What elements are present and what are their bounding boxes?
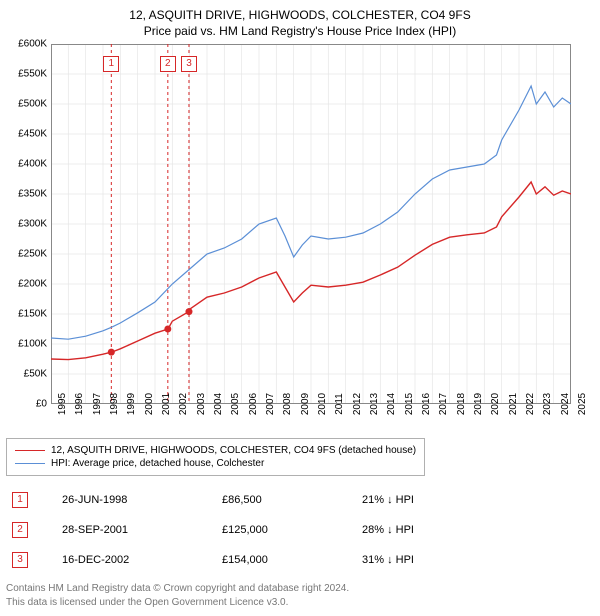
x-tick-label: 2008 <box>276 393 293 415</box>
x-tick-label: 1997 <box>86 393 103 415</box>
events-table: 1 26-JUN-1998£86,50021% ↓ HPI 2 28-SEP-2001… <box>6 484 594 576</box>
x-tick-label: 2000 <box>138 393 155 415</box>
x-tick-label: 2023 <box>536 393 553 415</box>
x-tick-label: 2016 <box>415 393 432 415</box>
x-tick-label: 2022 <box>519 393 536 415</box>
legend-swatch <box>15 463 45 464</box>
title-line-2: Price paid vs. HM Land Registry's House … <box>6 24 594 38</box>
attribution: Contains HM Land Registry data © Crown c… <box>6 582 594 610</box>
x-tick-label: 2002 <box>172 393 189 415</box>
x-tick-label: 2021 <box>502 393 519 415</box>
event-price: £86,500 <box>218 486 356 514</box>
y-tick-label: £600K <box>18 39 51 50</box>
event-delta: 21% ↓ HPI <box>358 486 592 514</box>
x-tick-label: 1996 <box>68 393 85 415</box>
y-tick-label: £0 <box>36 399 51 410</box>
attribution-line-1: Contains HM Land Registry data © Crown c… <box>6 582 594 596</box>
event-date: 16-DEC-2002 <box>58 546 216 574</box>
x-tick-label: 2015 <box>398 393 415 415</box>
sale-dot <box>164 326 171 333</box>
x-tick-label: 2012 <box>346 393 363 415</box>
x-tick-label: 2019 <box>467 393 484 415</box>
title-block: 12, ASQUITH DRIVE, HIGHWOODS, COLCHESTER… <box>6 8 594 38</box>
event-marker: 2 <box>160 56 176 72</box>
x-tick-label: 2014 <box>380 393 397 415</box>
event-row: 2 28-SEP-2001£125,00028% ↓ HPI <box>8 516 592 544</box>
x-tick-label: 2020 <box>484 393 501 415</box>
legend-label: HPI: Average price, detached house, Colc… <box>51 458 264 469</box>
x-tick-label: 2024 <box>554 393 571 415</box>
event-row: 3 16-DEC-2002£154,00031% ↓ HPI <box>8 546 592 574</box>
event-marker: 1 <box>103 56 119 72</box>
y-tick-label: £150K <box>18 309 51 320</box>
event-row: 1 26-JUN-1998£86,50021% ↓ HPI <box>8 486 592 514</box>
sale-dot <box>108 349 115 356</box>
x-tick-label: 2004 <box>207 393 224 415</box>
event-price: £154,000 <box>218 546 356 574</box>
event-delta: 28% ↓ HPI <box>358 516 592 544</box>
sale-dot <box>185 308 192 315</box>
x-tick-label: 2006 <box>242 393 259 415</box>
x-tick-label: 2007 <box>259 393 276 415</box>
y-tick-label: £450K <box>18 129 51 140</box>
x-tick-label: 1999 <box>120 393 137 415</box>
legend-row: HPI: Average price, detached house, Colc… <box>15 458 416 469</box>
y-tick-label: £50K <box>24 369 51 380</box>
chart-area: £0£50K£100K£150K£200K£250K£300K£350K£400… <box>51 44 571 404</box>
x-tick-label: 2011 <box>328 393 345 415</box>
attribution-line-2: This data is licensed under the Open Gov… <box>6 596 594 610</box>
legend-swatch <box>15 450 45 451</box>
x-tick-label: 2018 <box>450 393 467 415</box>
event-num: 1 <box>12 492 28 508</box>
x-tick-label: 2003 <box>190 393 207 415</box>
x-tick-label: 2005 <box>224 393 241 415</box>
legend-row: 12, ASQUITH DRIVE, HIGHWOODS, COLCHESTER… <box>15 445 416 456</box>
event-date: 26-JUN-1998 <box>58 486 216 514</box>
x-tick-label: 2001 <box>155 393 172 415</box>
x-tick-label: 1998 <box>103 393 120 415</box>
x-tick-label: 2017 <box>432 393 449 415</box>
title-line-1: 12, ASQUITH DRIVE, HIGHWOODS, COLCHESTER… <box>6 8 594 22</box>
event-marker: 3 <box>181 56 197 72</box>
x-tick-label: 2009 <box>294 393 311 415</box>
y-tick-label: £550K <box>18 69 51 80</box>
y-tick-label: £350K <box>18 189 51 200</box>
legend-label: 12, ASQUITH DRIVE, HIGHWOODS, COLCHESTER… <box>51 445 416 456</box>
event-delta: 31% ↓ HPI <box>358 546 592 574</box>
y-tick-label: £500K <box>18 99 51 110</box>
event-date: 28-SEP-2001 <box>58 516 216 544</box>
event-num: 3 <box>12 552 28 568</box>
event-num: 2 <box>12 522 28 538</box>
y-tick-label: £300K <box>18 219 51 230</box>
y-tick-label: £250K <box>18 249 51 260</box>
event-price: £125,000 <box>218 516 356 544</box>
x-tick-label: 2013 <box>363 393 380 415</box>
x-tick-label: 2010 <box>311 393 328 415</box>
x-tick-label: 1995 <box>51 393 68 415</box>
chart-svg <box>51 44 571 404</box>
legend: 12, ASQUITH DRIVE, HIGHWOODS, COLCHESTER… <box>6 438 425 476</box>
y-tick-label: £400K <box>18 159 51 170</box>
y-tick-label: £200K <box>18 279 51 290</box>
x-tick-label: 2025 <box>571 393 588 415</box>
y-tick-label: £100K <box>18 339 51 350</box>
